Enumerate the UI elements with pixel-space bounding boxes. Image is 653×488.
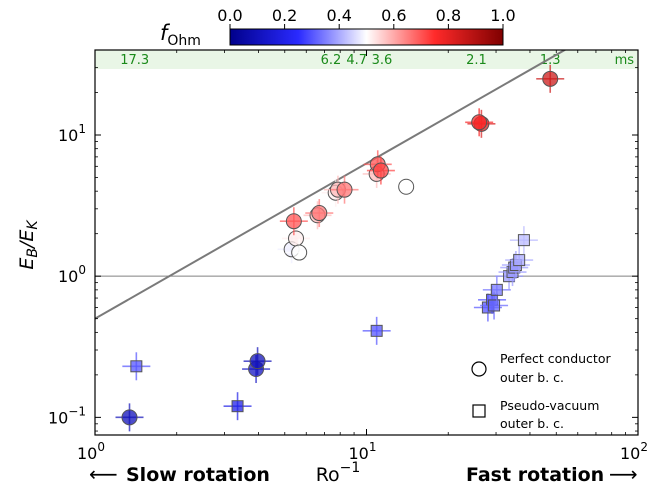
data-point-square bbox=[513, 254, 526, 267]
data-point-circle bbox=[542, 70, 559, 87]
data-point-circle bbox=[336, 181, 353, 198]
plot-area: 17.3 6.2 4.7 3.6 2.1 1.3 ms 100 101 10210−110010… bbox=[48, 49, 648, 463]
data-point-square bbox=[517, 234, 530, 247]
colorbar-tick-label: 0.2 bbox=[272, 6, 297, 25]
data-point-circle bbox=[311, 205, 328, 222]
data-point-circle bbox=[121, 409, 138, 426]
y-axis-label: EB/EK bbox=[16, 219, 41, 270]
legend-square-line1: Pseudo-vacuum bbox=[500, 398, 599, 413]
slow-rotation-arrow: ⟵ bbox=[89, 462, 118, 486]
legend-square-marker bbox=[472, 404, 486, 418]
band bbox=[95, 50, 638, 69]
y-tick-label: 100 bbox=[58, 263, 86, 286]
slow-rotation-label: Slow rotation bbox=[126, 464, 270, 486]
data-point-circle bbox=[288, 230, 305, 247]
x-tick-label: 100 bbox=[77, 440, 105, 463]
band-label: 2.1 bbox=[466, 53, 487, 68]
colorbar-tick-label: 1.0 bbox=[490, 6, 515, 25]
data-point-square bbox=[490, 283, 503, 296]
fast-rotation-label: Fast rotation bbox=[466, 464, 604, 486]
data-point-circle bbox=[285, 213, 302, 230]
data-point-square bbox=[488, 299, 501, 312]
colorbar: 0.0 0.2 0.4 0.6 0.8 1.0 fOhm bbox=[160, 6, 516, 49]
colorbar-label: fOhm bbox=[160, 21, 201, 49]
colorbar-tick-label: 0.6 bbox=[381, 6, 406, 25]
x-tick-label: 102 bbox=[620, 440, 648, 463]
band-label: 1.3 bbox=[540, 53, 561, 68]
colorbar-ticks: 0.0 0.2 0.4 0.6 0.8 1.0 bbox=[217, 6, 516, 29]
data-point-circle bbox=[249, 353, 266, 370]
axis-ticks: 100 101 102 10−1 100 101 bbox=[48, 49, 648, 463]
colorbar-tick-label: 0.4 bbox=[326, 6, 351, 25]
band-label: 6.2 bbox=[321, 53, 342, 68]
y-tick-label: 10−1 bbox=[48, 404, 86, 427]
x-axis-label: Ro−1 bbox=[316, 460, 361, 486]
data-point-circle bbox=[372, 162, 389, 179]
colorbar-gradient bbox=[229, 28, 504, 46]
fast-rotation-arrow: ⟶ bbox=[609, 462, 638, 486]
legend-circle-line1: Perfect conductor bbox=[500, 351, 611, 366]
y-tick-label: 101 bbox=[58, 122, 86, 145]
colorbar-tick-label: 0.8 bbox=[436, 6, 461, 25]
band-unit: ms bbox=[615, 53, 635, 68]
data-point-circle bbox=[398, 178, 415, 195]
colorbar-tick-label: 0.0 bbox=[217, 6, 242, 25]
legend-square-line2: outer b. c. bbox=[500, 416, 564, 431]
fit-line bbox=[95, 50, 567, 320]
data-point-square bbox=[231, 400, 244, 413]
data-point-square bbox=[130, 360, 143, 373]
legend-circle-line2: outer b. c. bbox=[500, 370, 564, 385]
data-point-circle bbox=[471, 114, 488, 131]
data-points bbox=[115, 64, 565, 432]
data-point-circle bbox=[291, 244, 308, 261]
band-labels: 17.3 6.2 4.7 3.6 2.1 1.3 ms bbox=[120, 53, 634, 68]
band-label: 17.3 bbox=[120, 53, 149, 68]
band-label: 4.7 bbox=[346, 53, 367, 68]
x-tick-label: 101 bbox=[349, 440, 377, 463]
data-point-square bbox=[370, 324, 383, 337]
band-label: 3.6 bbox=[372, 53, 393, 68]
legend: Perfect conductor outer b. c. Pseudo-vac… bbox=[471, 351, 611, 431]
legend-circle-marker bbox=[471, 361, 487, 377]
